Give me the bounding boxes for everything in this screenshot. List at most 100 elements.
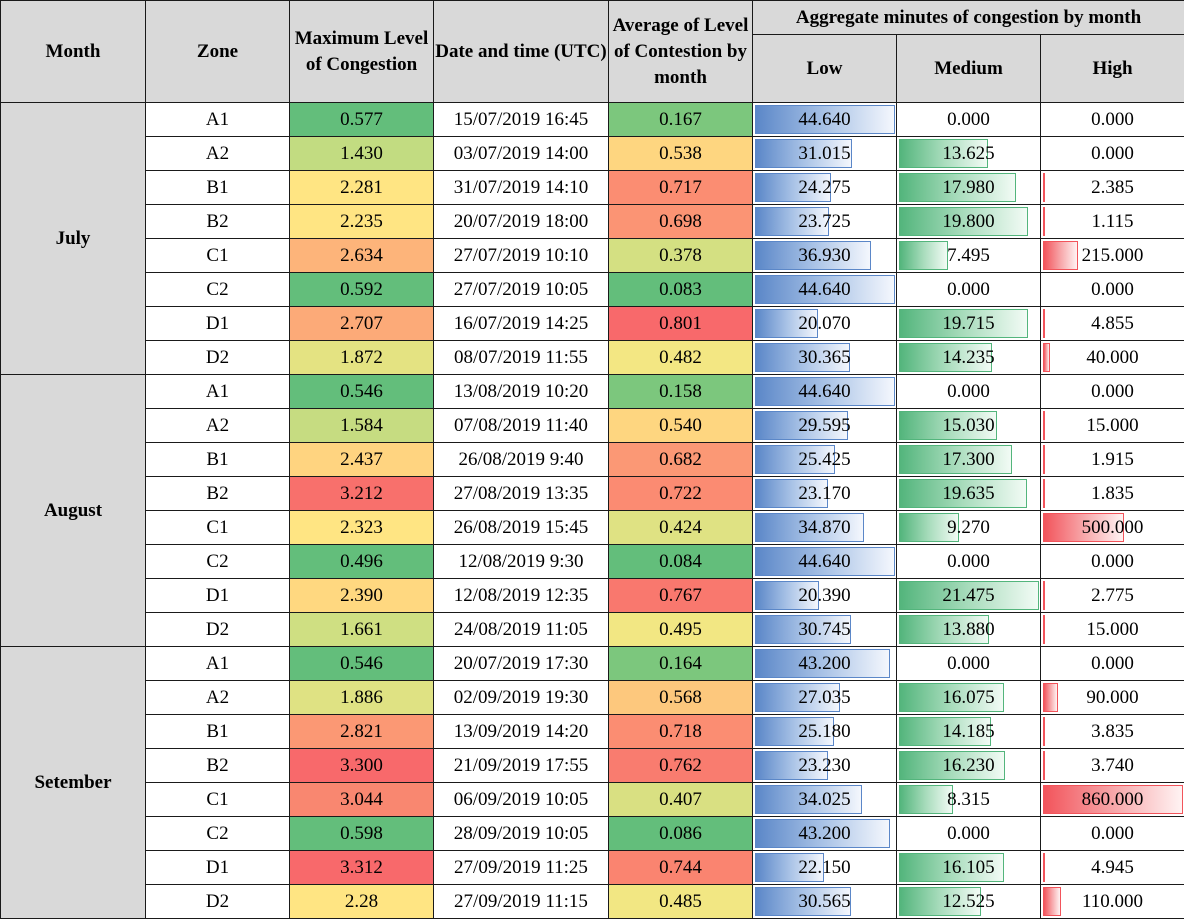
datetime-cell: 13/09/2019 14:20 (433, 714, 609, 749)
low-minutes-cell: 36.930 (752, 238, 897, 273)
high-minutes-cell: 4.855 (1039, 306, 1184, 341)
table-row: A2 1.584 07/08/2019 11:40 0.540 29.595 15.030… (1, 408, 1184, 443)
high-minutes-cell: 0.000 (1039, 272, 1184, 307)
zone-cell: B1 (145, 714, 290, 749)
month-cell: July (0, 102, 146, 375)
high-data-bar (1043, 853, 1045, 882)
table-row: Setember A1 0.546 20/07/2019 17:30 0.164 43.2… (0, 646, 1184, 919)
datetime-cell: 27/07/2019 10:05 (433, 272, 609, 307)
low-data-bar (755, 751, 828, 780)
avg-level-cell: 0.086 (608, 816, 753, 851)
cell-value: 500.000 (1081, 516, 1144, 538)
cell-value: 8.315 (947, 788, 990, 810)
medium-minutes-cell: 16.105 (896, 850, 1041, 885)
cell-value: 13.625 (942, 142, 995, 164)
cell-value: 3.835 (1091, 720, 1134, 742)
high-data-bar (1043, 785, 1183, 814)
max-level-cell: 2.235 (289, 204, 434, 239)
avg-level-cell: 0.495 (608, 612, 753, 647)
cell-value: 44.640 (798, 108, 851, 130)
high-data-bar (1043, 479, 1045, 508)
avg-level-cell: 0.167 (608, 102, 753, 137)
cell-value: 17.300 (942, 448, 995, 470)
low-data-bar (755, 173, 832, 202)
cell-value: 34.025 (798, 788, 851, 810)
low-data-bar (755, 547, 895, 576)
high-data-bar (1043, 445, 1045, 474)
datetime-cell: 28/09/2019 10:05 (433, 816, 609, 851)
cell-value: 14.235 (942, 346, 995, 368)
low-minutes-cell: 44.640 (752, 544, 897, 579)
low-data-bar (755, 819, 891, 848)
cell-value: 15.030 (942, 414, 995, 436)
datetime-cell: 12/08/2019 9:30 (433, 544, 609, 579)
medium-minutes-cell: 0.000 (896, 374, 1041, 409)
avg-level-cell: 0.698 (608, 204, 753, 239)
low-minutes-cell: 20.390 (752, 578, 897, 613)
cell-value: 2.385 (1091, 176, 1134, 198)
header-medium: Medium (896, 34, 1041, 103)
avg-level-cell: 0.762 (608, 748, 753, 783)
cell-value: 7.495 (947, 244, 990, 266)
low-data-bar (755, 853, 825, 882)
table-row: B2 2.235 20/07/2019 18:00 0.698 23.725 19.800… (1, 204, 1184, 239)
medium-minutes-cell: 21.475 (896, 578, 1041, 613)
cell-value: 24.275 (798, 176, 851, 198)
datetime-cell: 21/09/2019 17:55 (433, 748, 609, 783)
low-data-bar (755, 581, 819, 610)
high-minutes-cell: 0.000 (1039, 374, 1184, 409)
max-level-cell: 2.821 (289, 714, 434, 749)
max-level-cell: 3.312 (289, 850, 434, 885)
header-avg-level: Average of Level of Contestion by month (608, 0, 753, 103)
cell-value: 31.015 (798, 142, 851, 164)
high-minutes-cell: 15.000 (1039, 612, 1184, 647)
zone-cell: A2 (145, 408, 290, 443)
low-data-bar (755, 207, 830, 236)
avg-level-cell: 0.158 (608, 374, 753, 409)
datetime-cell: 02/09/2019 19:30 (433, 680, 609, 715)
low-data-bar (755, 445, 835, 474)
max-level-cell: 2.707 (289, 306, 434, 341)
high-minutes-cell: 0.000 (1039, 544, 1184, 579)
zone-cell: D1 (145, 306, 290, 341)
low-minutes-cell: 29.595 (752, 408, 897, 443)
table-row: B1 2.281 31/07/2019 14:10 0.717 24.275 17.980… (1, 170, 1184, 205)
max-level-cell: 3.044 (289, 782, 434, 817)
cell-value: 44.640 (798, 278, 851, 300)
max-level-cell: 2.390 (289, 578, 434, 613)
cell-value: 12.525 (942, 890, 995, 912)
avg-level-cell: 0.717 (608, 170, 753, 205)
low-minutes-cell: 44.640 (752, 272, 897, 307)
cell-value: 20.070 (798, 312, 851, 334)
low-data-bar (755, 105, 895, 134)
low-minutes-cell: 20.070 (752, 306, 897, 341)
cell-value: 0.000 (947, 380, 990, 402)
low-data-bar (755, 411, 848, 440)
zone-cell: A2 (145, 680, 290, 715)
high-minutes-cell: 90.000 (1039, 680, 1184, 715)
avg-level-cell: 0.378 (608, 238, 753, 273)
max-level-cell: 2.437 (289, 442, 434, 477)
low-minutes-cell: 31.015 (752, 136, 897, 171)
table-row: A2 1.886 02/09/2019 19:30 0.568 27.035 16.075… (1, 680, 1184, 715)
cell-value: 0.000 (1091, 108, 1134, 130)
datetime-cell: 24/08/2019 11:05 (433, 612, 609, 647)
datetime-cell: 03/07/2019 14:00 (433, 136, 609, 171)
cell-value: 0.000 (947, 108, 990, 130)
datetime-cell: 13/08/2019 10:20 (433, 374, 609, 409)
max-level-cell: 1.872 (289, 340, 434, 375)
max-level-cell: 3.212 (289, 476, 434, 511)
datetime-cell: 27/09/2019 11:15 (433, 884, 609, 919)
low-data-bar (755, 343, 851, 372)
cell-value: 14.185 (942, 720, 995, 742)
cell-value: 20.390 (798, 584, 851, 606)
high-minutes-cell: 3.740 (1039, 748, 1184, 783)
high-minutes-cell: 1.835 (1039, 476, 1184, 511)
cell-value: 0.000 (1091, 278, 1134, 300)
high-minutes-cell: 2.385 (1039, 170, 1184, 205)
table-row: C2 0.598 28/09/2019 10:05 0.086 43.200 0.000 0… (1, 816, 1184, 851)
cell-value: 90.000 (1086, 686, 1139, 708)
medium-minutes-cell: 7.495 (896, 238, 1041, 273)
cell-value: 16.075 (942, 686, 995, 708)
low-data-bar (755, 377, 895, 406)
